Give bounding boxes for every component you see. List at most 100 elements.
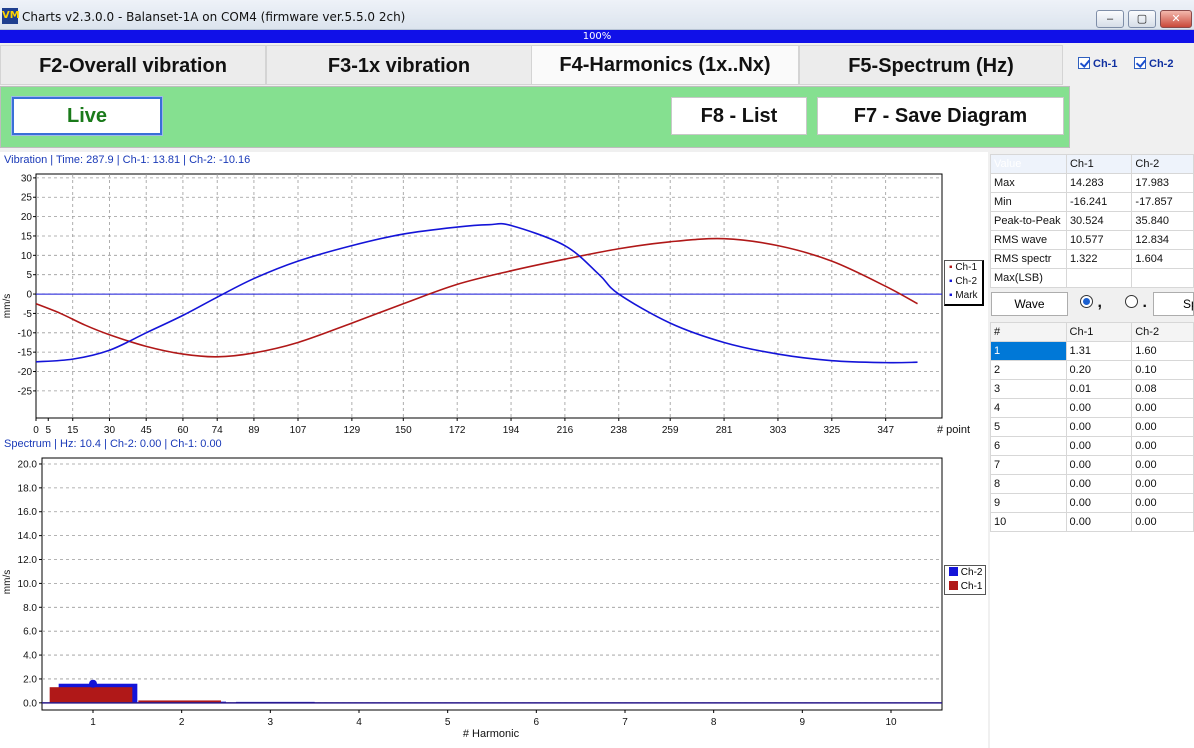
stats-cell[interactable]: -16.241 xyxy=(1065,192,1133,212)
ch2-checkbox[interactable]: Ch-2 xyxy=(1134,57,1173,71)
stats-cell[interactable]: RMS wave xyxy=(990,230,1067,250)
stats-row[interactable]: Peak-to-Peak 30.524 35.840 xyxy=(990,211,1194,231)
stats-cell[interactable]: RMS spectr xyxy=(990,249,1067,269)
harmonics-cell[interactable]: 10 xyxy=(990,512,1067,532)
harmonics-cell[interactable]: 2 xyxy=(990,360,1067,380)
harmonics-cell[interactable]: 8 xyxy=(990,474,1067,494)
live-button[interactable]: Live xyxy=(11,96,163,136)
harmonics-row[interactable]: 8 0.00 0.00 xyxy=(990,474,1194,494)
harmonics-cell[interactable]: 1 xyxy=(990,341,1067,361)
harmonics-cell[interactable]: 1.31 xyxy=(1065,341,1133,361)
stats-cell[interactable]: 1.322 xyxy=(1065,249,1133,269)
harmonics-row[interactable]: 4 0.00 0.00 xyxy=(990,398,1194,418)
spectrum-y-tick-label: 14.0 xyxy=(18,531,38,542)
stats-cell[interactable]: Max(LSB) xyxy=(990,268,1067,288)
decimal-dot-radio[interactable]: . xyxy=(1125,294,1147,312)
stats-header-value[interactable]: Value xyxy=(990,154,1067,174)
harmonics-cell[interactable]: 1.60 xyxy=(1131,341,1194,361)
spectrum-x-tick-label: 1 xyxy=(90,717,96,728)
stats-row[interactable]: RMS spectr 1.322 1.604 xyxy=(990,249,1194,269)
stats-cell[interactable]: 30.524 xyxy=(1065,211,1133,231)
stats-cell[interactable]: 12.834 xyxy=(1131,230,1194,250)
harmonics-row[interactable]: 2 0.20 0.10 xyxy=(990,360,1194,380)
harmonics-cell[interactable]: 0.00 xyxy=(1131,512,1194,532)
harmonics-cell[interactable]: 0.01 xyxy=(1065,379,1133,399)
stats-cell[interactable]: -17.857 xyxy=(1131,192,1194,212)
harmonics-row[interactable]: 5 0.00 0.00 xyxy=(990,417,1194,437)
harmonics-cell[interactable]: 6 xyxy=(990,436,1067,456)
stats-cell[interactable]: Max xyxy=(990,173,1067,193)
harmonics-cell[interactable]: 5 xyxy=(990,417,1067,437)
harmonics-cell[interactable]: 0.00 xyxy=(1131,474,1194,494)
tab-spectrum[interactable]: F5-Spectrum (Hz) xyxy=(799,45,1063,85)
stats-row[interactable]: Max(LSB) xyxy=(990,268,1194,288)
list-button[interactable]: F8 - List xyxy=(671,97,807,135)
stats-cell[interactable]: Min xyxy=(990,192,1067,212)
title-bar: VM Charts v2.3.0.0 - Balanset-1A on COM4… xyxy=(0,0,1194,30)
stats-row[interactable]: Min -16.241 -17.857 xyxy=(990,192,1194,212)
wave-x-tick-label: 107 xyxy=(290,425,307,436)
tab-overall-vibration[interactable]: F2-Overall vibration xyxy=(0,45,266,85)
harmonics-cell[interactable]: 3 xyxy=(990,379,1067,399)
decimal-comma-label: , xyxy=(1097,294,1102,311)
maximize-button[interactable]: ▢ xyxy=(1128,10,1156,28)
wave-y-tick-label: -10 xyxy=(18,328,33,339)
harmonics-row[interactable]: 3 0.01 0.08 xyxy=(990,379,1194,399)
harmonics-cell[interactable]: 0.00 xyxy=(1065,398,1133,418)
harmonics-header-ch2[interactable]: Ch-2 xyxy=(1131,322,1194,342)
decimal-comma-radio[interactable]: , xyxy=(1080,294,1102,312)
stats-cell[interactable]: 1.604 xyxy=(1131,249,1194,269)
harmonics-row[interactable]: 10 0.00 0.00 xyxy=(990,512,1194,532)
wave-button[interactable]: Wave xyxy=(991,292,1068,316)
harmonics-cell[interactable]: 0.00 xyxy=(1065,512,1133,532)
stats-cell[interactable]: Peak-to-Peak xyxy=(990,211,1067,231)
harmonics-row[interactable]: 7 0.00 0.00 xyxy=(990,455,1194,475)
stats-row[interactable]: RMS wave 10.577 12.834 xyxy=(990,230,1194,250)
wave-y-tick-label: -20 xyxy=(18,367,33,378)
tab-1x-vibration[interactable]: F3-1x vibration xyxy=(266,45,532,85)
spectrum-y-tick-label: 0.0 xyxy=(23,698,37,709)
harmonics-cell[interactable]: 0.00 xyxy=(1065,474,1133,494)
harmonics-cell[interactable]: 0.00 xyxy=(1131,493,1194,513)
wave-x-tick-label: 259 xyxy=(662,425,679,436)
harmonics-row[interactable]: 6 0.00 0.00 xyxy=(990,436,1194,456)
harmonics-cell[interactable]: 0.00 xyxy=(1131,455,1194,475)
spectrum-button[interactable]: Sp xyxy=(1153,292,1194,316)
harmonics-row[interactable]: 1 1.31 1.60 xyxy=(990,341,1194,361)
stats-cell[interactable]: 17.983 xyxy=(1131,173,1194,193)
close-button[interactable]: ✕ xyxy=(1160,10,1192,28)
harmonics-row[interactable]: 9 0.00 0.00 xyxy=(990,493,1194,513)
stats-header-ch1[interactable]: Ch-1 xyxy=(1065,154,1133,174)
harmonics-cell[interactable]: 0.08 xyxy=(1131,379,1194,399)
harmonics-cell[interactable]: 0.00 xyxy=(1065,455,1133,475)
harmonics-cell[interactable]: 0.00 xyxy=(1131,417,1194,437)
spectrum-chart[interactable]: 20.018.016.014.012.010.08.06.04.02.00.0 … xyxy=(0,452,988,746)
harmonics-cell[interactable]: 0.10 xyxy=(1131,360,1194,380)
ch1-checkbox[interactable]: Ch-1 xyxy=(1078,57,1117,71)
harmonics-cell[interactable]: 9 xyxy=(990,493,1067,513)
harmonics-cell[interactable]: 0.00 xyxy=(1131,398,1194,418)
stats-cell[interactable] xyxy=(1065,268,1133,288)
stats-cell[interactable]: 10.577 xyxy=(1065,230,1133,250)
harmonics-header-index[interactable]: # xyxy=(990,322,1067,342)
harmonics-cell[interactable]: 7 xyxy=(990,455,1067,475)
harmonics-cell[interactable]: 0.00 xyxy=(1065,417,1133,437)
minimize-button[interactable]: ‒ xyxy=(1096,10,1124,28)
save-diagram-button[interactable]: F7 - Save Diagram xyxy=(817,97,1064,135)
stats-cell[interactable]: 35.840 xyxy=(1131,211,1194,231)
tab-harmonics[interactable]: F4-Harmonics (1x..Nx) xyxy=(531,45,799,85)
harmonics-cell[interactable]: 4 xyxy=(990,398,1067,418)
harmonics-header-ch1[interactable]: Ch-1 xyxy=(1065,322,1133,342)
stats-header-ch2[interactable]: Ch-2 xyxy=(1131,154,1194,174)
harmonics-cell[interactable]: 0.20 xyxy=(1065,360,1133,380)
harmonics-cell[interactable]: 0.00 xyxy=(1131,436,1194,456)
radio-empty-icon xyxy=(1125,295,1138,308)
stats-row[interactable]: Max 14.283 17.983 xyxy=(990,173,1194,193)
spectrum-legend: Ch-2 Ch-1 xyxy=(944,565,986,595)
harmonics-cell[interactable]: 0.00 xyxy=(1065,436,1133,456)
spectrum-y-tick-label: 18.0 xyxy=(18,483,38,494)
stats-cell[interactable] xyxy=(1131,268,1194,288)
harmonics-cell[interactable]: 0.00 xyxy=(1065,493,1133,513)
stats-cell[interactable]: 14.283 xyxy=(1065,173,1133,193)
